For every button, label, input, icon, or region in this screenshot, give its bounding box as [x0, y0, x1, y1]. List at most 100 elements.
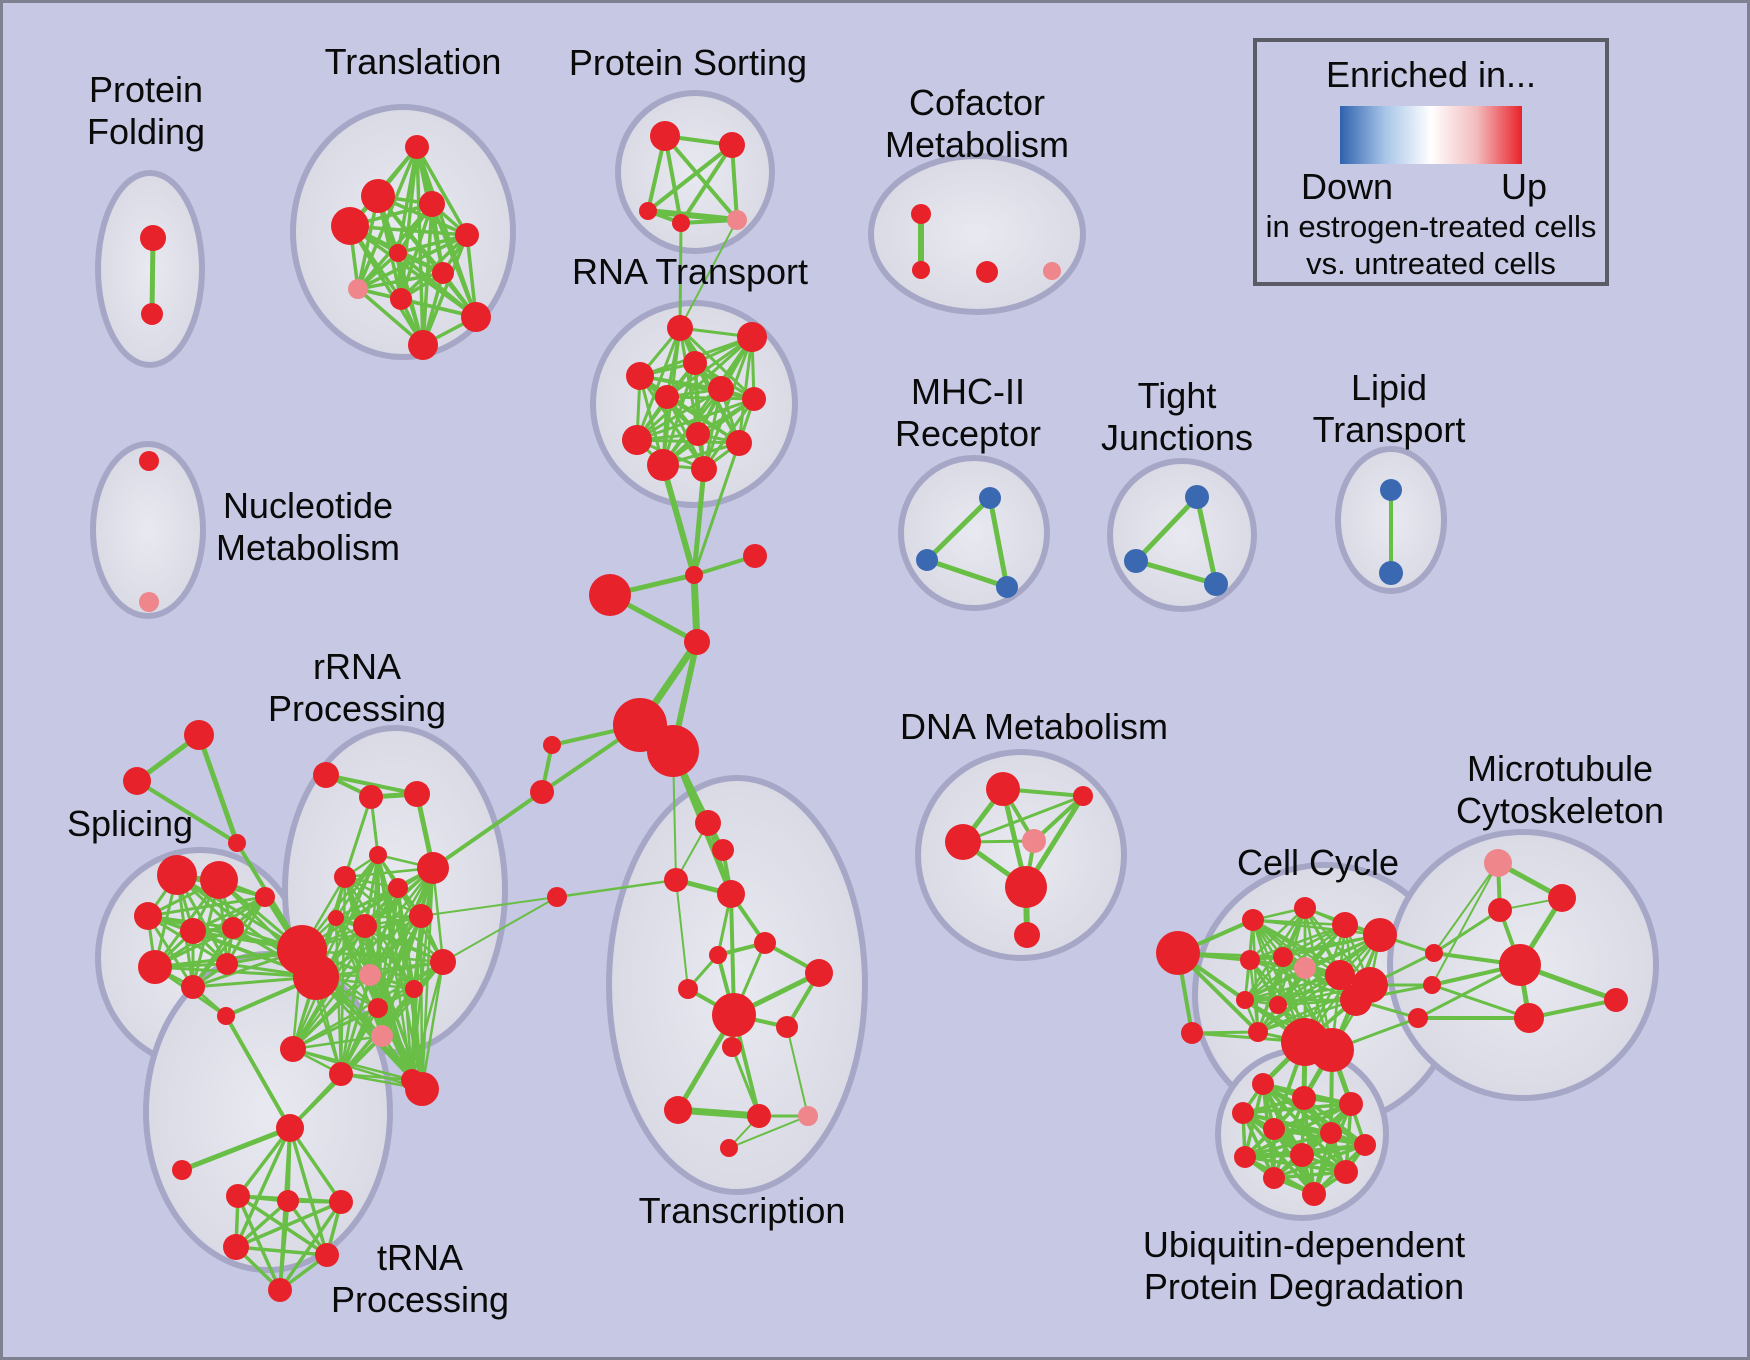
- node-g8[interactable]: [353, 914, 377, 938]
- node-pf0[interactable]: [140, 225, 166, 251]
- node-s3[interactable]: [180, 918, 206, 944]
- node-tr11[interactable]: [664, 1096, 692, 1124]
- node-cc12[interactable]: [1248, 1022, 1268, 1042]
- node-rt5[interactable]: [708, 376, 734, 402]
- node-d2[interactable]: [945, 824, 981, 860]
- node-tr6[interactable]: [678, 979, 698, 999]
- node-g15[interactable]: [405, 1072, 439, 1106]
- node-tr8[interactable]: [712, 993, 756, 1037]
- node-u10[interactable]: [1263, 1167, 1285, 1189]
- node-t9[interactable]: [461, 302, 491, 332]
- node-mt3[interactable]: [1499, 944, 1541, 986]
- node-tr2[interactable]: [664, 868, 688, 892]
- node-t10[interactable]: [408, 330, 438, 360]
- node-tr0[interactable]: [695, 810, 721, 836]
- node-rj[interactable]: [743, 544, 767, 568]
- node-cf1[interactable]: [912, 261, 930, 279]
- node-d4[interactable]: [1005, 866, 1047, 908]
- node-rt8[interactable]: [686, 422, 710, 446]
- node-rt10[interactable]: [647, 449, 679, 481]
- node-t8[interactable]: [390, 288, 412, 310]
- node-tr1[interactable]: [712, 839, 734, 861]
- node-cf3[interactable]: [1043, 262, 1061, 280]
- node-u0[interactable]: [1252, 1073, 1274, 1095]
- node-ts[interactable]: [172, 1160, 192, 1180]
- node-g5[interactable]: [417, 852, 449, 884]
- node-g6[interactable]: [388, 878, 408, 898]
- node-d1[interactable]: [1073, 786, 1093, 806]
- node-mh1[interactable]: [916, 549, 938, 571]
- node-u8[interactable]: [1290, 1143, 1314, 1167]
- node-cc1[interactable]: [1294, 897, 1316, 919]
- node-cc4[interactable]: [1240, 950, 1260, 970]
- node-d0[interactable]: [986, 772, 1020, 806]
- node-s9[interactable]: [217, 1007, 235, 1025]
- node-l1[interactable]: [530, 780, 554, 804]
- node-s5[interactable]: [222, 917, 244, 939]
- node-mh0[interactable]: [979, 487, 1001, 509]
- node-cc11[interactable]: [1269, 996, 1287, 1014]
- node-d5[interactable]: [1014, 922, 1040, 948]
- node-ta[interactable]: [226, 1184, 250, 1208]
- node-rt6[interactable]: [742, 387, 766, 411]
- node-tr9[interactable]: [776, 1016, 798, 1038]
- node-mt4[interactable]: [1514, 1003, 1544, 1033]
- node-tr10[interactable]: [722, 1037, 742, 1057]
- node-mh2[interactable]: [996, 576, 1018, 598]
- node-mt5[interactable]: [1604, 988, 1628, 1012]
- node-pf1[interactable]: [141, 303, 163, 325]
- node-u4[interactable]: [1263, 1118, 1285, 1140]
- node-tj1[interactable]: [1124, 549, 1148, 573]
- node-ps4[interactable]: [727, 210, 747, 230]
- node-cc7[interactable]: [1325, 960, 1355, 990]
- node-t7[interactable]: [348, 279, 368, 299]
- node-s0[interactable]: [157, 855, 197, 895]
- node-t0[interactable]: [405, 135, 429, 159]
- node-jm2[interactable]: [1408, 1008, 1428, 1028]
- node-m1[interactable]: [547, 887, 567, 907]
- node-u1[interactable]: [1292, 1086, 1316, 1110]
- node-tj0[interactable]: [1185, 485, 1209, 509]
- node-tj2[interactable]: [1204, 572, 1228, 596]
- node-nm0[interactable]: [139, 451, 159, 471]
- node-lt1[interactable]: [1379, 561, 1403, 585]
- node-u5[interactable]: [1320, 1122, 1342, 1144]
- node-cc0[interactable]: [1242, 909, 1264, 931]
- node-tr12[interactable]: [747, 1104, 771, 1128]
- node-u7[interactable]: [1234, 1146, 1256, 1168]
- node-rt3[interactable]: [626, 362, 654, 390]
- node-g10[interactable]: [430, 949, 456, 975]
- node-g11[interactable]: [405, 980, 423, 998]
- node-g9[interactable]: [409, 904, 433, 928]
- node-d3[interactable]: [1022, 829, 1046, 853]
- node-cc10[interactable]: [1236, 991, 1254, 1009]
- node-satm[interactable]: [1181, 1022, 1203, 1044]
- node-g0[interactable]: [313, 762, 339, 788]
- node-g3[interactable]: [369, 846, 387, 864]
- node-tr7[interactable]: [805, 959, 833, 987]
- node-x1[interactable]: [123, 767, 151, 795]
- node-rt7[interactable]: [622, 425, 652, 455]
- node-tr13[interactable]: [798, 1106, 818, 1126]
- node-cf0[interactable]: [911, 204, 931, 224]
- node-sat[interactable]: [1156, 931, 1200, 975]
- node-nm1[interactable]: [139, 592, 159, 612]
- node-g16[interactable]: [280, 1036, 306, 1062]
- node-s4[interactable]: [255, 887, 275, 907]
- node-jm1[interactable]: [1423, 976, 1441, 994]
- node-ps1[interactable]: [719, 132, 745, 158]
- node-gp2[interactable]: [371, 1025, 393, 1047]
- node-s8[interactable]: [216, 953, 238, 975]
- node-g7[interactable]: [328, 910, 344, 926]
- node-rt2[interactable]: [683, 351, 707, 375]
- node-BL[interactable]: [589, 574, 631, 616]
- node-rt4[interactable]: [655, 385, 679, 409]
- node-td[interactable]: [223, 1234, 249, 1260]
- node-l0[interactable]: [543, 736, 561, 754]
- node-g2[interactable]: [404, 781, 430, 807]
- node-rt1[interactable]: [737, 322, 767, 352]
- node-mt1[interactable]: [1548, 884, 1576, 912]
- node-s1[interactable]: [200, 861, 238, 899]
- node-g12[interactable]: [368, 998, 388, 1018]
- node-t5[interactable]: [389, 244, 407, 262]
